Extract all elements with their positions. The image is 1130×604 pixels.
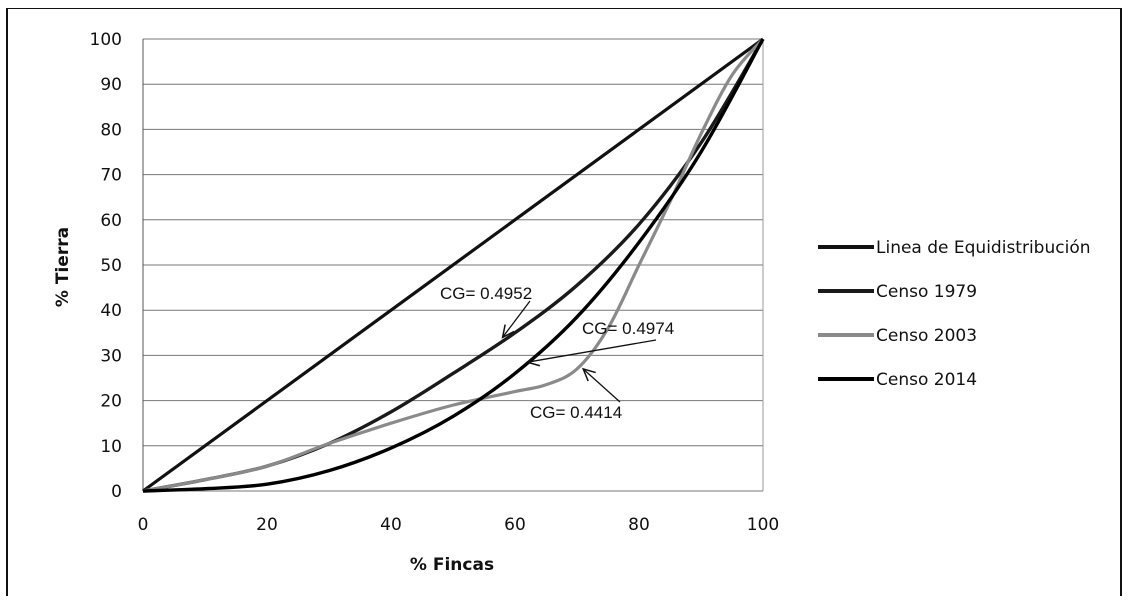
annotation-arrowhead <box>501 324 515 339</box>
y-tick-label: 20 <box>100 392 122 412</box>
y-tick-label: 50 <box>100 256 122 276</box>
gini-annotation: CG= 0.4952 <box>440 284 532 303</box>
y-tick-label: 10 <box>100 437 122 457</box>
y-axis-title: % Tierra <box>53 227 73 307</box>
y-tick-label: 30 <box>100 346 122 366</box>
chart-frame <box>6 8 1122 596</box>
annotation-arrowhead <box>581 367 596 382</box>
series-line-0 <box>142 37 764 493</box>
x-tick-labels: 0 20 40 60 80 100 <box>138 515 780 535</box>
gini-annotation: CG= 0.4414 <box>530 403 622 422</box>
legend: Linea de Equidistribución Censo 1979 Censo… <box>818 238 1091 390</box>
x-tick-label: 0 <box>138 515 149 535</box>
y-tick-label: 0 <box>111 482 122 502</box>
y-tick-label: 70 <box>100 166 122 186</box>
x-axis-title: % Fincas <box>410 555 494 575</box>
plot-area <box>142 39 764 491</box>
series-lines <box>142 37 765 493</box>
y-tick-labels: 0 10 20 30 40 50 60 70 80 90 100 <box>90 30 122 502</box>
y-tick-label: 100 <box>90 30 122 50</box>
series-line-2 <box>142 37 765 493</box>
annotation-arrow <box>582 368 621 403</box>
x-tick-label: 100 <box>747 515 779 535</box>
x-tick-label: 80 <box>628 515 650 535</box>
y-tick-label: 60 <box>100 211 122 231</box>
y-tick-label: 90 <box>100 75 122 95</box>
x-tick-label: 20 <box>256 515 278 535</box>
annotation-arrow <box>527 339 657 363</box>
annotation-arrow <box>502 300 531 338</box>
annotation-arrowhead <box>525 354 541 367</box>
x-tick-label: 40 <box>380 515 402 535</box>
annotations: CG= 0.4952 CG= 0.4974 CG= 0.4414 <box>440 284 674 422</box>
x-tick-label: 60 <box>504 515 526 535</box>
gini-annotation: CG= 0.4974 <box>582 319 674 338</box>
y-tick-label: 40 <box>100 301 122 321</box>
legend-label-3: Censo 2014 <box>876 370 977 390</box>
series-line-3 <box>142 38 765 493</box>
y-tick-label: 80 <box>100 120 122 140</box>
legend-label-1: Censo 1979 <box>876 282 977 302</box>
legend-label-2: Censo 2003 <box>876 326 977 346</box>
grid-lines <box>143 38 763 492</box>
legend-label-0: Linea de Equidistribución <box>876 238 1091 258</box>
